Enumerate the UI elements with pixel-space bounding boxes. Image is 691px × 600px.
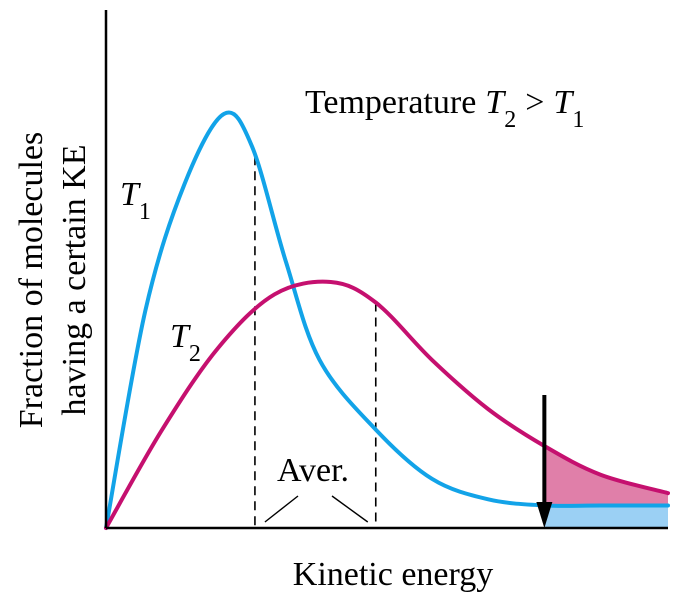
average-pointer-left (264, 495, 299, 523)
x-axis-label: Kinetic energy (293, 556, 493, 593)
y-axis-label-line-1: Fraction of molecules (13, 132, 50, 428)
series-line-t1 (104, 110, 670, 530)
average-pointer-right (331, 495, 369, 523)
series-line-t2 (104, 279, 670, 530)
threshold-arrow-head (536, 502, 553, 528)
series-label-t1: T1 (120, 176, 151, 225)
average-label: Aver. (277, 452, 349, 489)
area-above-threshold-t2 (544, 446, 668, 506)
series-label-t2: T2 (170, 318, 201, 367)
temperature-annotation: Temperature T2 > T1 (305, 84, 584, 133)
area-above-threshold-t1 (544, 505, 668, 528)
y-axis-label-line-2: having a certain KE (56, 145, 93, 416)
